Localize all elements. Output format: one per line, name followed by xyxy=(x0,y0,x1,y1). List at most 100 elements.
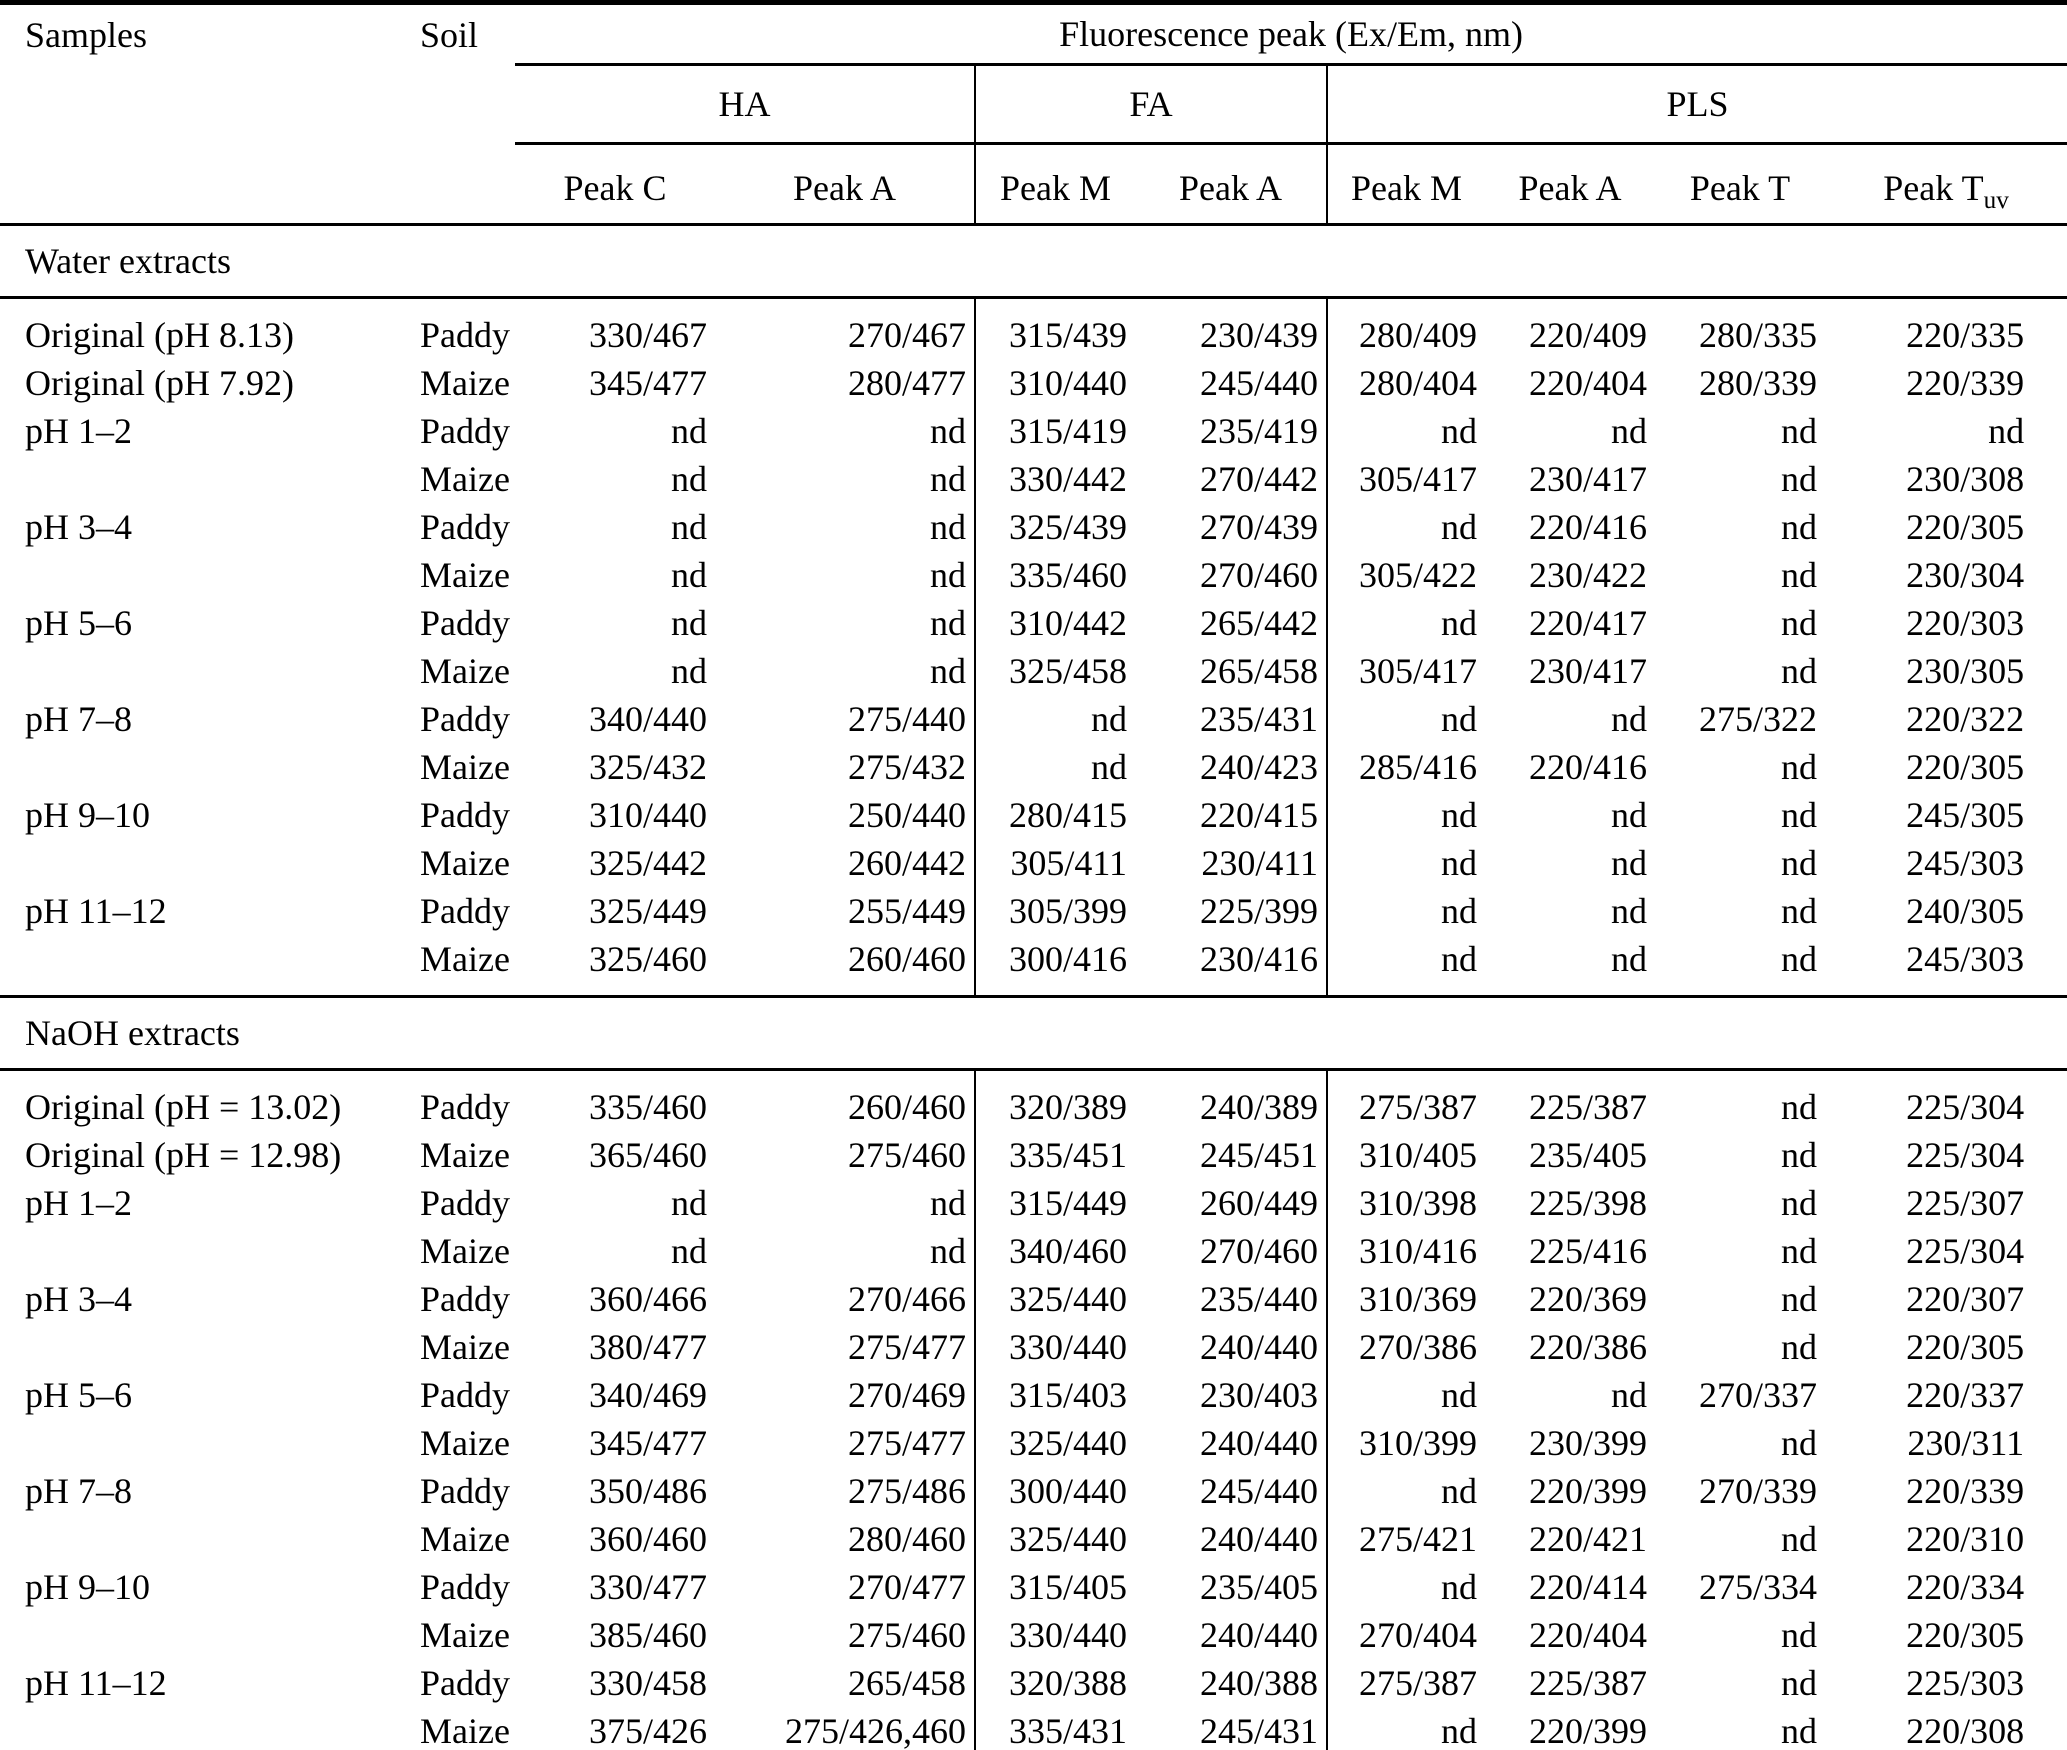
soil-cell: Maize xyxy=(420,939,510,979)
value-cell: 310/405 xyxy=(1326,1131,1485,1179)
value-cell: 275/387 xyxy=(1326,1069,1485,1131)
soil-cell: Paddy xyxy=(420,699,510,739)
value-cell: 220/399 xyxy=(1528,1711,1647,1750)
table-row: Maize 380/477 275/477 330/440 240/440 270/386… xyxy=(0,1323,2067,1371)
table-row: Maize nd nd 335/460 270/460 305/422 230/422 nd 2… xyxy=(0,551,2067,599)
table-row: Original (pH 8.13) Paddy 330/467 270/467 315… xyxy=(0,297,2067,359)
soil-cell: Paddy xyxy=(420,795,510,835)
value-cell: 230/417 xyxy=(1528,651,1647,691)
table-row: Maize 375/426 275/426,460 335/431 245/431 nd 2… xyxy=(0,1707,2067,1750)
table-row: pH 3–4 Paddy nd nd 325/439 270/439 nd 220/416 nd… xyxy=(0,503,2067,551)
value-cell: 225/387 xyxy=(1528,1087,1647,1127)
value-cell: 275/432 xyxy=(847,747,966,787)
value-cell: 275/421 xyxy=(1326,1515,1485,1563)
value-cell: 325/432 xyxy=(588,747,707,787)
value-cell: nd xyxy=(1611,1375,1647,1415)
soil-cell: Paddy xyxy=(420,1663,510,1703)
value-cell: 250/440 xyxy=(847,795,966,835)
value-cell: nd xyxy=(671,651,707,691)
table-row: pH 7–8 Paddy 340/440 275/440 nd 235/431 nd nd 27… xyxy=(0,695,2067,743)
value-cell: 245/303 xyxy=(1906,939,2025,979)
value-cell: nd xyxy=(1611,843,1647,883)
value-cell: 310/416 xyxy=(1326,1227,1485,1275)
value-cell: nd xyxy=(974,695,1135,743)
table-row: Original (pH 7.92) Maize 345/477 280/477 310… xyxy=(0,359,2067,407)
value-cell: 240/388 xyxy=(1199,1663,1318,1703)
sample-cell: pH 1–2 xyxy=(25,411,132,451)
value-cell: nd xyxy=(930,603,966,643)
value-cell: 240/440 xyxy=(1199,1423,1318,1463)
soil-cell: Maize xyxy=(420,843,510,883)
value-cell: 275/440 xyxy=(847,699,966,739)
value-cell: 220/404 xyxy=(1528,1615,1647,1655)
soil-cell: Maize xyxy=(420,1423,510,1463)
value-cell: 220/421 xyxy=(1528,1519,1647,1559)
value-cell: 280/460 xyxy=(847,1519,966,1559)
value-cell: 220/322 xyxy=(1906,699,2025,739)
value-cell: nd xyxy=(1781,1279,1817,1319)
value-cell: nd xyxy=(1781,1183,1817,1223)
section-row: Water extracts xyxy=(0,223,2067,299)
value-cell: 220/404 xyxy=(1528,363,1647,403)
value-cell: nd xyxy=(1781,1615,1817,1655)
value-cell: 230/422 xyxy=(1528,555,1647,595)
value-cell: 270/439 xyxy=(1199,507,1318,547)
value-cell: nd xyxy=(1781,1087,1817,1127)
value-cell: 270/460 xyxy=(1199,1231,1318,1271)
soil-cell: Paddy xyxy=(420,1375,510,1415)
value-cell: 285/416 xyxy=(1326,743,1485,791)
value-cell: 240/440 xyxy=(1199,1327,1318,1367)
value-cell: 230/411 xyxy=(1201,843,1318,883)
value-cell: 230/311 xyxy=(1907,1423,2025,1463)
value-cell: nd xyxy=(1326,599,1485,647)
value-cell: 325/440 xyxy=(974,1515,1135,1563)
table-row: pH 5–6 Paddy nd nd 310/442 265/442 nd 220/417 nd… xyxy=(0,599,2067,647)
value-cell: 245/303 xyxy=(1906,843,2025,883)
soil-cell: Paddy xyxy=(420,1087,510,1127)
value-cell: 310/442 xyxy=(974,599,1135,647)
value-cell: 245/431 xyxy=(1199,1711,1318,1750)
value-cell: 240/440 xyxy=(1199,1519,1318,1559)
value-cell: 235/405 xyxy=(1199,1567,1318,1607)
value-cell: nd xyxy=(974,743,1135,791)
value-cell: 325/440 xyxy=(974,1275,1135,1323)
value-cell: nd xyxy=(1781,603,1817,643)
value-cell: 270/442 xyxy=(1199,459,1318,499)
value-cell: 230/439 xyxy=(1199,315,1318,355)
soil-cell: Paddy xyxy=(420,1567,510,1607)
section-label: Water extracts xyxy=(0,223,2067,299)
value-cell: 235/431 xyxy=(1199,699,1318,739)
value-cell: 220/308 xyxy=(1906,1711,2025,1750)
value-cell: nd xyxy=(671,1183,707,1223)
value-cell: 320/388 xyxy=(974,1659,1135,1707)
value-cell: nd xyxy=(930,651,966,691)
value-cell: 220/334 xyxy=(1906,1567,2025,1607)
value-cell: 230/304 xyxy=(1906,555,2025,595)
value-cell: 325/460 xyxy=(588,939,707,979)
value-cell: 310/369 xyxy=(1326,1275,1485,1323)
value-cell: nd xyxy=(1781,651,1817,691)
value-cell: nd xyxy=(1611,699,1647,739)
value-cell: 280/415 xyxy=(974,791,1135,839)
sample-cell xyxy=(0,551,395,599)
value-cell: nd xyxy=(1781,1135,1817,1175)
value-cell: 320/389 xyxy=(974,1069,1135,1131)
peak-header-ha-a: Peak A xyxy=(793,168,896,208)
value-cell: 220/414 xyxy=(1528,1567,1647,1607)
value-cell: 220/416 xyxy=(1528,507,1647,547)
soil-cell: Maize xyxy=(420,1711,510,1750)
value-cell: nd xyxy=(1781,939,1817,979)
column-header-soil: Soil xyxy=(420,14,479,55)
group-header-pls: PLS xyxy=(1325,64,2067,145)
sample-cell: pH 9–10 xyxy=(25,795,150,835)
value-cell: 340/460 xyxy=(974,1227,1135,1275)
value-cell: 305/411 xyxy=(974,839,1135,887)
value-cell: 225/304 xyxy=(1906,1087,2025,1127)
table-row: pH 1–2 Paddy nd nd 315/449 260/449 310/398 225/… xyxy=(0,1179,2067,1227)
value-cell: 235/440 xyxy=(1199,1279,1318,1319)
value-cell: 330/440 xyxy=(974,1323,1135,1371)
value-cell: 310/399 xyxy=(1326,1419,1485,1467)
value-cell: 345/477 xyxy=(588,363,707,403)
peak-header-pls-t: Peak T xyxy=(1689,168,1791,208)
